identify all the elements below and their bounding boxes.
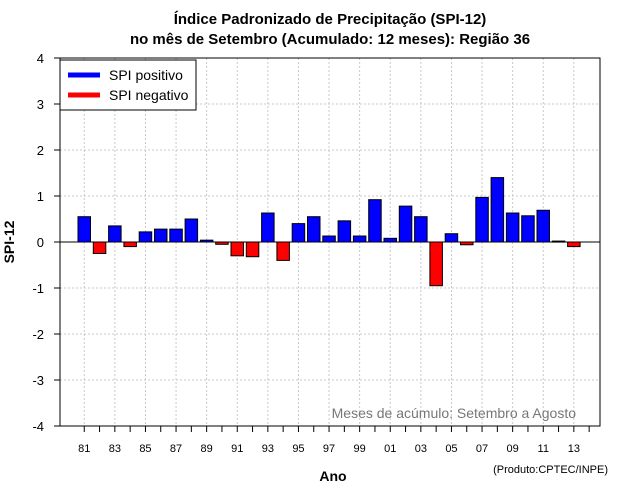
legend-label-positive: SPI positivo xyxy=(109,67,183,83)
bar-1999 xyxy=(352,235,367,243)
bar-1994 xyxy=(276,241,290,261)
x-tick-label: 95 xyxy=(292,443,304,455)
bar-1997 xyxy=(322,235,336,243)
bar-1993 xyxy=(261,212,275,243)
x-tick-label: 05 xyxy=(445,443,457,455)
x-tick-label: 89 xyxy=(201,443,213,455)
y-tick-label: 3 xyxy=(37,97,44,112)
x-tick-label: 87 xyxy=(170,443,182,455)
legend-label-negative: SPI negativo xyxy=(109,87,189,103)
bar-2010 xyxy=(521,215,535,243)
bar-1986 xyxy=(154,228,168,243)
accumulation-note: Meses de acúmulo: Setembro a Agosto xyxy=(332,405,577,421)
x-tick-label: 13 xyxy=(568,443,580,455)
x-tick-label: 85 xyxy=(139,443,151,455)
x-tick-label: 81 xyxy=(78,443,90,455)
x-tick-label: 01 xyxy=(384,443,396,455)
x-tick-label: 83 xyxy=(109,443,121,455)
bar-2000 xyxy=(368,199,382,243)
bar-1991 xyxy=(230,241,244,257)
x-axis: 81 83 85 87 89 91 93 95 97 99 01 03 05 07 09 11 13 xyxy=(78,426,590,455)
bar-1995 xyxy=(291,223,306,243)
product-credit: (Produto:CPTEC/INPE) xyxy=(493,464,608,476)
y-tick-label: -4 xyxy=(32,419,44,434)
bar-2009 xyxy=(505,212,520,243)
legend-box xyxy=(59,59,197,111)
bar-2005 xyxy=(444,233,459,243)
bar-2004 xyxy=(429,241,443,287)
x-axis-label: Ano xyxy=(319,468,346,484)
bar-1987 xyxy=(169,228,183,243)
bar-1981 xyxy=(77,216,91,243)
x-tick-label: 03 xyxy=(415,443,427,455)
bar-1998 xyxy=(337,220,352,243)
x-tick-label: 11 xyxy=(538,443,549,455)
bar-2001 xyxy=(383,237,397,243)
y-tick-label: 2 xyxy=(37,143,44,158)
bar-1985 xyxy=(138,231,153,243)
x-tick-label: 99 xyxy=(354,443,366,455)
chart-subtitle: no mês de Setembro (Acumulado: 12 meses)… xyxy=(130,31,530,48)
y-tick-label: 0 xyxy=(37,235,44,250)
bar-2003 xyxy=(414,216,428,243)
x-tick-label: 09 xyxy=(507,443,519,455)
y-tick-label: -3 xyxy=(32,373,44,388)
bar-1988 xyxy=(184,218,199,243)
bar-1983 xyxy=(108,225,122,243)
x-tick-label: 97 xyxy=(323,443,335,455)
y-tick-label: 1 xyxy=(37,189,44,204)
bar-2011 xyxy=(536,209,550,243)
bar-2013 xyxy=(567,241,581,248)
legend: SPI positivo SPI negativo xyxy=(59,59,197,111)
y-axis: -4 -3 -2 -1 0 1 2 3 4 xyxy=(32,51,60,434)
x-tick-label: 93 xyxy=(262,443,274,455)
bar-2007 xyxy=(475,196,489,243)
chart-title: Índice Padronizado de Precipitação (SPI-… xyxy=(174,11,487,28)
bar-2008 xyxy=(490,177,505,243)
bar-1984 xyxy=(123,241,137,248)
y-tick-label: 4 xyxy=(37,51,44,66)
y-tick-label: -2 xyxy=(32,327,44,342)
bar-1982 xyxy=(92,241,107,254)
y-tick-label: -1 xyxy=(32,281,44,296)
x-tick-label: 07 xyxy=(476,443,488,455)
bar-1996 xyxy=(307,216,321,243)
bar-series xyxy=(77,177,581,287)
x-tick-label: 91 xyxy=(231,443,243,455)
y-axis-label: SPI-12 xyxy=(1,220,17,263)
bar-2002 xyxy=(398,205,413,243)
bar-1992 xyxy=(245,241,260,258)
